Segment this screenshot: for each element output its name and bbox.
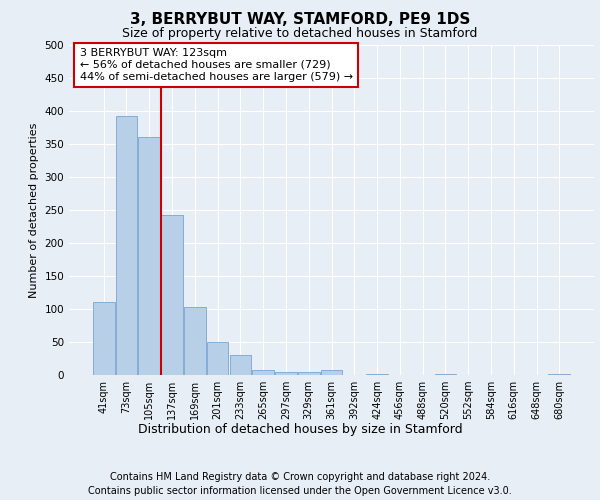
Bar xyxy=(320,370,343,375)
Bar xyxy=(93,302,115,375)
Bar xyxy=(298,372,320,375)
Text: 3, BERRYBUT WAY, STAMFORD, PE9 1DS: 3, BERRYBUT WAY, STAMFORD, PE9 1DS xyxy=(130,12,470,28)
Text: Contains HM Land Registry data © Crown copyright and database right 2024.: Contains HM Land Registry data © Crown c… xyxy=(110,472,490,482)
Bar xyxy=(139,138,160,375)
Bar xyxy=(161,214,183,375)
Bar xyxy=(230,355,251,375)
Bar xyxy=(548,374,570,375)
Bar xyxy=(366,374,388,375)
Bar xyxy=(434,374,456,375)
Text: 3 BERRYBUT WAY: 123sqm
← 56% of detached houses are smaller (729)
44% of semi-de: 3 BERRYBUT WAY: 123sqm ← 56% of detached… xyxy=(79,48,353,82)
Bar xyxy=(184,307,206,375)
Bar xyxy=(116,116,137,375)
Y-axis label: Number of detached properties: Number of detached properties xyxy=(29,122,39,298)
Bar xyxy=(253,370,274,375)
Text: Contains public sector information licensed under the Open Government Licence v3: Contains public sector information licen… xyxy=(88,486,512,496)
Text: Distribution of detached houses by size in Stamford: Distribution of detached houses by size … xyxy=(137,422,463,436)
Bar xyxy=(207,342,229,375)
Text: Size of property relative to detached houses in Stamford: Size of property relative to detached ho… xyxy=(122,28,478,40)
Bar xyxy=(275,372,297,375)
